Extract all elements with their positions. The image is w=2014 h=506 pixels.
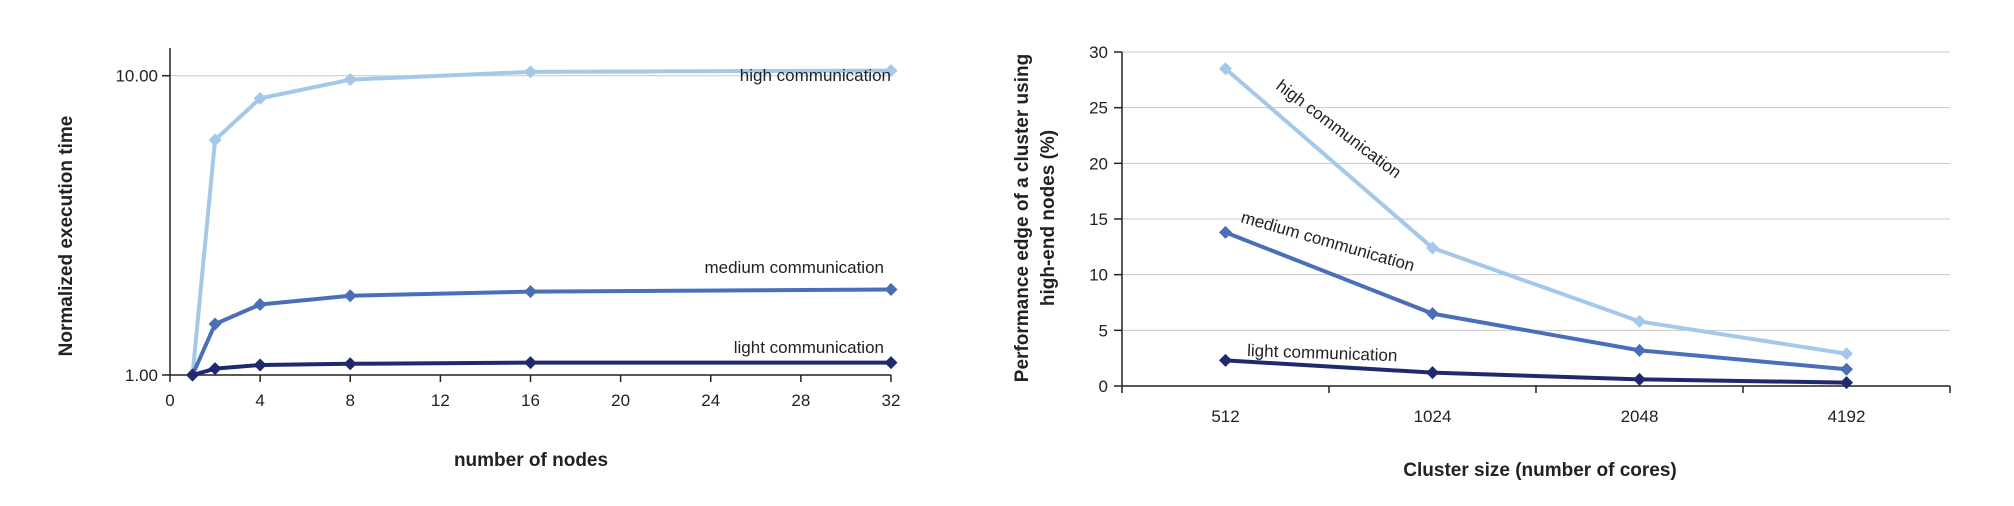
c1-tick-labels: 1.00 10.00 0 4 8 12 16 20 24 28 32 — [115, 67, 900, 410]
c1-point-light-communication — [343, 357, 357, 371]
c1-x-tick-label: 20 — [611, 391, 630, 410]
c1-point-high-communication — [524, 65, 537, 79]
c2-x-tick-label: 512 — [1211, 407, 1239, 426]
c1-x-tick-label: 4 — [255, 391, 264, 410]
c2-point-high-communication — [1840, 347, 1853, 361]
c1-point-high-communication — [208, 133, 222, 147]
c1-line-high-communication — [190, 68, 892, 376]
c2-line-medium-communication — [1224, 230, 1847, 372]
c2-y-tick-label: 15 — [1089, 210, 1108, 229]
c1-x-tick-label: 12 — [431, 391, 450, 410]
c2-label-medium-communication: medium communication — [1239, 208, 1417, 276]
c1-point-high-communication — [884, 64, 898, 78]
c1-line-light-communication — [191, 360, 891, 377]
c1-x-tick-label: 28 — [791, 391, 810, 410]
c1-x-tick-label: 24 — [701, 391, 720, 410]
c2-point-medium-communication — [1633, 343, 1646, 357]
c1-series-labels: high communication medium communication li… — [704, 66, 891, 357]
c1-x-tick-label: 0 — [165, 391, 174, 410]
c2-point-high-communication — [1426, 241, 1439, 255]
c2-y-axis-title-line1: Performance edge of a cluster using — [1012, 54, 1033, 382]
c1-point-light-communication — [253, 358, 267, 372]
c2-y-tick-label: 20 — [1089, 154, 1108, 173]
c2-x-tick-label: 1024 — [1414, 407, 1452, 426]
c2-axes — [1114, 51, 1951, 393]
c2-series — [1219, 62, 1853, 390]
c2-y-tick-label: 0 — [1099, 377, 1108, 396]
c1-point-medium-communication — [208, 317, 222, 331]
c2-point-medium-communication — [1840, 362, 1853, 376]
c2-point-light-communication — [1426, 366, 1439, 380]
c2-x-axis-title: Cluster size (number of cores) — [1403, 460, 1676, 481]
c1-point-light-communication — [186, 368, 200, 382]
c2-point-high-communication — [1219, 62, 1232, 76]
c2-point-high-communication — [1633, 314, 1646, 328]
chart-normalized-execution-time: 1.00 10.00 0 4 8 12 16 20 24 28 32 high communicat… — [56, 48, 900, 471]
c1-point-high-communication — [343, 73, 357, 87]
c1-x-tick-label: 32 — [882, 391, 901, 410]
c2-point-light-communication — [1840, 376, 1853, 390]
c1-label-high-communication: high communication — [740, 66, 891, 85]
c2-point-light-communication — [1633, 372, 1646, 386]
c1-label-light-communication: light communication — [734, 338, 884, 357]
c2-point-light-communication — [1219, 353, 1232, 367]
c1-x-tick-label: 16 — [521, 391, 540, 410]
c1-point-medium-communication — [343, 289, 357, 303]
c1-point-light-communication — [208, 362, 222, 376]
c2-line-high-communication — [1224, 67, 1847, 356]
c2-y-tick-label: 25 — [1089, 99, 1108, 118]
c1-y-tick-label: 10.00 — [115, 67, 158, 86]
chart-performance-edge: 0 5 10 15 20 25 30 512 1024 2048 4192 high communi… — [1012, 43, 1951, 481]
c2-gridlines — [1122, 51, 1950, 331]
c2-y-tick-label: 30 — [1089, 43, 1108, 62]
c2-y-tick-label: 5 — [1099, 321, 1108, 340]
c1-x-tick-label: 8 — [346, 391, 355, 410]
c1-point-medium-communication — [524, 285, 537, 299]
c1-point-medium-communication — [884, 283, 898, 297]
c1-label-medium-communication: medium communication — [704, 258, 884, 277]
c2-point-medium-communication — [1426, 307, 1439, 321]
c2-line-light-communication — [1225, 358, 1847, 385]
c2-y-tick-label: 10 — [1089, 266, 1108, 285]
c1-series — [186, 64, 898, 382]
c1-point-light-communication — [884, 356, 898, 370]
c2-y-axis-title-line2: high-end nodes (%) — [1038, 130, 1059, 306]
c1-point-light-communication — [524, 356, 537, 370]
c2-point-medium-communication — [1219, 225, 1232, 239]
c1-point-medium-communication — [253, 298, 267, 312]
c1-axes — [162, 48, 892, 382]
c1-y-axis-title: Normalized execution time — [56, 116, 77, 357]
c1-line-medium-communication — [190, 287, 892, 376]
c1-x-axis-title: number of nodes — [454, 450, 608, 471]
c2-tick-labels: 0 5 10 15 20 25 30 512 1024 2048 4192 — [1089, 43, 1865, 426]
c1-point-high-communication — [253, 91, 267, 105]
c2-x-tick-label: 2048 — [1621, 407, 1659, 426]
c1-y-tick-label: 1.00 — [125, 366, 158, 385]
c2-x-tick-label: 4192 — [1828, 407, 1866, 426]
